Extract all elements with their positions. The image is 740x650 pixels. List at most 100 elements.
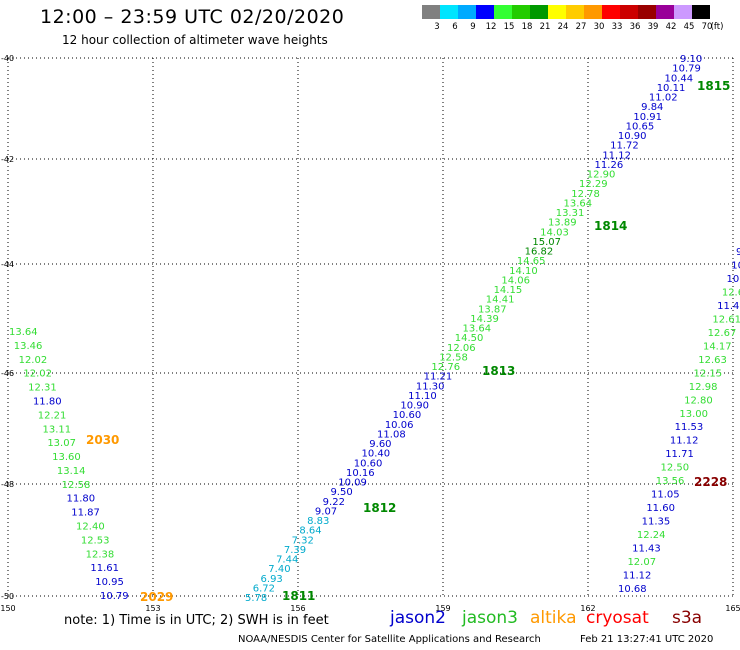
track-1815-value: 8.64 — [299, 526, 321, 537]
track-time-1814: 1814 — [594, 219, 627, 233]
satellite-jason2: jason2 — [390, 608, 446, 628]
track-1815-value: 12.06 — [447, 343, 476, 354]
track-1815-value: 9.22 — [323, 497, 345, 508]
legend-label: 24 — [557, 22, 569, 32]
track-1815-value: 11.10 — [408, 391, 437, 402]
track-2030-value: 12.21 — [38, 410, 67, 421]
legend-swatch — [620, 5, 638, 19]
map-subtitle: 12 hour collection of altimeter wave hei… — [62, 33, 328, 47]
track-1815-value: 5.78 — [245, 593, 267, 604]
track-1815-value: 14.03 — [540, 227, 569, 238]
track-time-1815: 1815 — [697, 79, 730, 93]
legend-label: 9 — [470, 22, 476, 32]
track-2228-value: 13.56 — [656, 476, 685, 487]
track-1815-value: 14.50 — [455, 333, 484, 344]
track-1815-value: 10.60 — [393, 410, 422, 421]
track-2228-value: 11.53 — [675, 422, 704, 433]
track-1815-value: 11.12 — [602, 150, 631, 161]
track-2228-value: 12.63 — [698, 355, 727, 366]
track-1815-value: 7.39 — [284, 545, 306, 556]
track-2228-value: 12.61 — [712, 314, 740, 325]
track-1815-value: 10.16 — [346, 468, 375, 479]
track-1815-value: 14.10 — [509, 266, 538, 277]
track-2228-value: 12.07 — [627, 557, 656, 568]
legend-swatch — [638, 5, 656, 19]
track-1815-value: 11.72 — [610, 141, 639, 152]
track-2030-value: 11.80 — [33, 396, 62, 407]
legend-swatch — [674, 5, 692, 19]
longitude-label: 153 — [145, 604, 160, 613]
map-title: 12:00 – 23:59 UTC 02/20/2020 — [40, 6, 345, 28]
track-1815-value: 13.87 — [478, 304, 507, 315]
track-2030-value: 12.40 — [76, 522, 105, 533]
track-1815-value: 10.91 — [633, 112, 662, 123]
track-1815-value: 10.09 — [338, 478, 367, 489]
legend-swatch — [530, 5, 548, 19]
track-1815-value: 12.90 — [587, 170, 616, 181]
track-2228-value: 11.71 — [665, 449, 694, 460]
track-2030-value: 13.11 — [43, 424, 72, 435]
track-2228-value: 11.60 — [646, 503, 675, 514]
latitude-label: -44 — [1, 260, 14, 269]
track-2228-value: 11.12 — [623, 571, 652, 582]
track-1815-value: 9.10 — [680, 54, 702, 65]
track-2228-value: 11.05 — [651, 490, 680, 501]
legend-swatch — [476, 5, 494, 19]
track-2030-value: 13.64 — [9, 327, 38, 338]
longitude-label: 159 — [435, 604, 450, 613]
longitude-label: 165 — [725, 604, 740, 613]
latitude-label: -50 — [1, 592, 14, 601]
track-2228-value: 11.12 — [670, 436, 699, 447]
track-1815-value: 13.64 — [563, 198, 592, 209]
track-1815-value: 15.07 — [532, 237, 561, 248]
legend-label: 45 — [683, 22, 695, 32]
track-2228-value: 12.67 — [708, 328, 737, 339]
legend-label: 6 — [452, 22, 458, 32]
track-1815-value: 10.44 — [664, 73, 693, 84]
track-1815-value: 10.65 — [626, 121, 655, 132]
track-time-2030: 2030 — [86, 433, 119, 447]
legend-label: 36 — [629, 22, 641, 32]
legend-swatch — [692, 5, 710, 19]
track-2228-value: 14.17 — [703, 341, 732, 352]
legend-swatch — [548, 5, 566, 19]
track-1815-value: 10.40 — [362, 449, 391, 460]
longitude-label: 150 — [0, 604, 15, 613]
track-1815-value: 11.30 — [416, 381, 445, 392]
track-1815-value: 10.79 — [672, 64, 701, 75]
track-2030-value: 13.14 — [57, 466, 86, 477]
track-1815-value: 9.07 — [315, 506, 337, 517]
legend-label: 15 — [503, 22, 515, 32]
track-1815-value: 13.64 — [463, 324, 492, 335]
track-1815-value: 7.44 — [276, 555, 298, 566]
track-2228-value: 11.43 — [632, 544, 661, 555]
legend-label: 21 — [539, 22, 551, 32]
latitude-label: -40 — [1, 54, 14, 63]
lat-lon-grid — [7, 57, 734, 597]
track-1815-value: 14.39 — [470, 314, 499, 325]
longitude-label: 156 — [290, 604, 305, 613]
legend-label: 18 — [521, 22, 533, 32]
track-2030-value: 12.58 — [62, 480, 91, 491]
legend-unit: (ft) — [710, 22, 724, 32]
track-2030-value: 11.80 — [66, 494, 95, 505]
track-2228-value: 10.68 — [618, 584, 647, 595]
track-1815-value: 14.41 — [486, 295, 515, 306]
track-1815-value: 8.83 — [307, 516, 329, 527]
track-1815-value: 11.21 — [424, 372, 453, 383]
track-2228-value: 12.98 — [689, 382, 718, 393]
track-2228-value: 11.45 — [717, 301, 740, 312]
satellite-jason3: jason3 — [462, 608, 518, 628]
legend-swatch — [440, 5, 458, 19]
track-1815-value: 14.06 — [501, 275, 530, 286]
credit-line: NOAA/NESDIS Center for Satellite Applica… — [238, 634, 541, 645]
track-time-2228: 2228 — [694, 475, 727, 489]
track-1815-value: 12.29 — [579, 179, 608, 190]
legend-swatch — [512, 5, 530, 19]
track-2030-value: 11.61 — [90, 563, 119, 574]
legend-swatch — [422, 5, 440, 19]
legend-label: 39 — [647, 22, 659, 32]
track-2030-value: 12.38 — [86, 549, 115, 560]
track-time-1811: 1811 — [282, 589, 315, 603]
track-values: 9.1010.7910.4410.1111.029.8410.9110.6510… — [9, 54, 740, 604]
